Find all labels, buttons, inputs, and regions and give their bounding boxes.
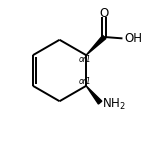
Text: or1: or1 [79, 77, 92, 86]
Text: NH$_2$: NH$_2$ [102, 96, 125, 112]
Text: O: O [100, 7, 109, 20]
Text: or1: or1 [79, 55, 92, 64]
Polygon shape [86, 35, 106, 55]
Text: OH: OH [125, 32, 142, 45]
Polygon shape [86, 86, 102, 104]
